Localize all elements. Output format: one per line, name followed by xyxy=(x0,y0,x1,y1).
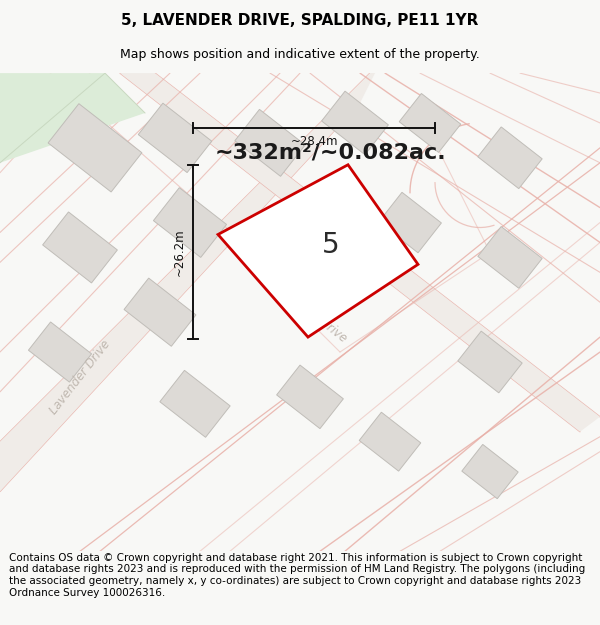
Polygon shape xyxy=(322,91,388,155)
Polygon shape xyxy=(160,371,230,438)
Polygon shape xyxy=(0,63,380,491)
Polygon shape xyxy=(462,444,518,499)
Polygon shape xyxy=(399,94,461,152)
Text: Lavender Drive: Lavender Drive xyxy=(271,279,350,345)
Text: ~28.4m: ~28.4m xyxy=(290,136,338,148)
Polygon shape xyxy=(154,188,227,258)
Text: 5: 5 xyxy=(322,231,340,259)
Polygon shape xyxy=(138,103,212,172)
Polygon shape xyxy=(43,212,118,283)
Polygon shape xyxy=(28,322,92,382)
Polygon shape xyxy=(359,412,421,471)
Polygon shape xyxy=(235,109,305,176)
Polygon shape xyxy=(458,331,522,393)
Text: 5, LAVENDER DRIVE, SPALDING, PE11 1YR: 5, LAVENDER DRIVE, SPALDING, PE11 1YR xyxy=(121,13,479,28)
Polygon shape xyxy=(120,73,600,432)
Polygon shape xyxy=(0,73,145,162)
Polygon shape xyxy=(277,365,343,429)
Polygon shape xyxy=(48,104,142,192)
Text: ~332m²/~0.082ac.: ~332m²/~0.082ac. xyxy=(214,142,446,162)
Polygon shape xyxy=(478,127,542,189)
Text: ~26.2m: ~26.2m xyxy=(173,228,185,276)
Text: Lavender Drive: Lavender Drive xyxy=(47,338,113,416)
Text: Contains OS data © Crown copyright and database right 2021. This information is : Contains OS data © Crown copyright and d… xyxy=(9,552,585,598)
Polygon shape xyxy=(218,165,418,337)
Polygon shape xyxy=(478,226,542,288)
Polygon shape xyxy=(379,192,442,253)
Polygon shape xyxy=(124,278,196,346)
Text: Map shows position and indicative extent of the property.: Map shows position and indicative extent… xyxy=(120,48,480,61)
Polygon shape xyxy=(306,225,374,290)
